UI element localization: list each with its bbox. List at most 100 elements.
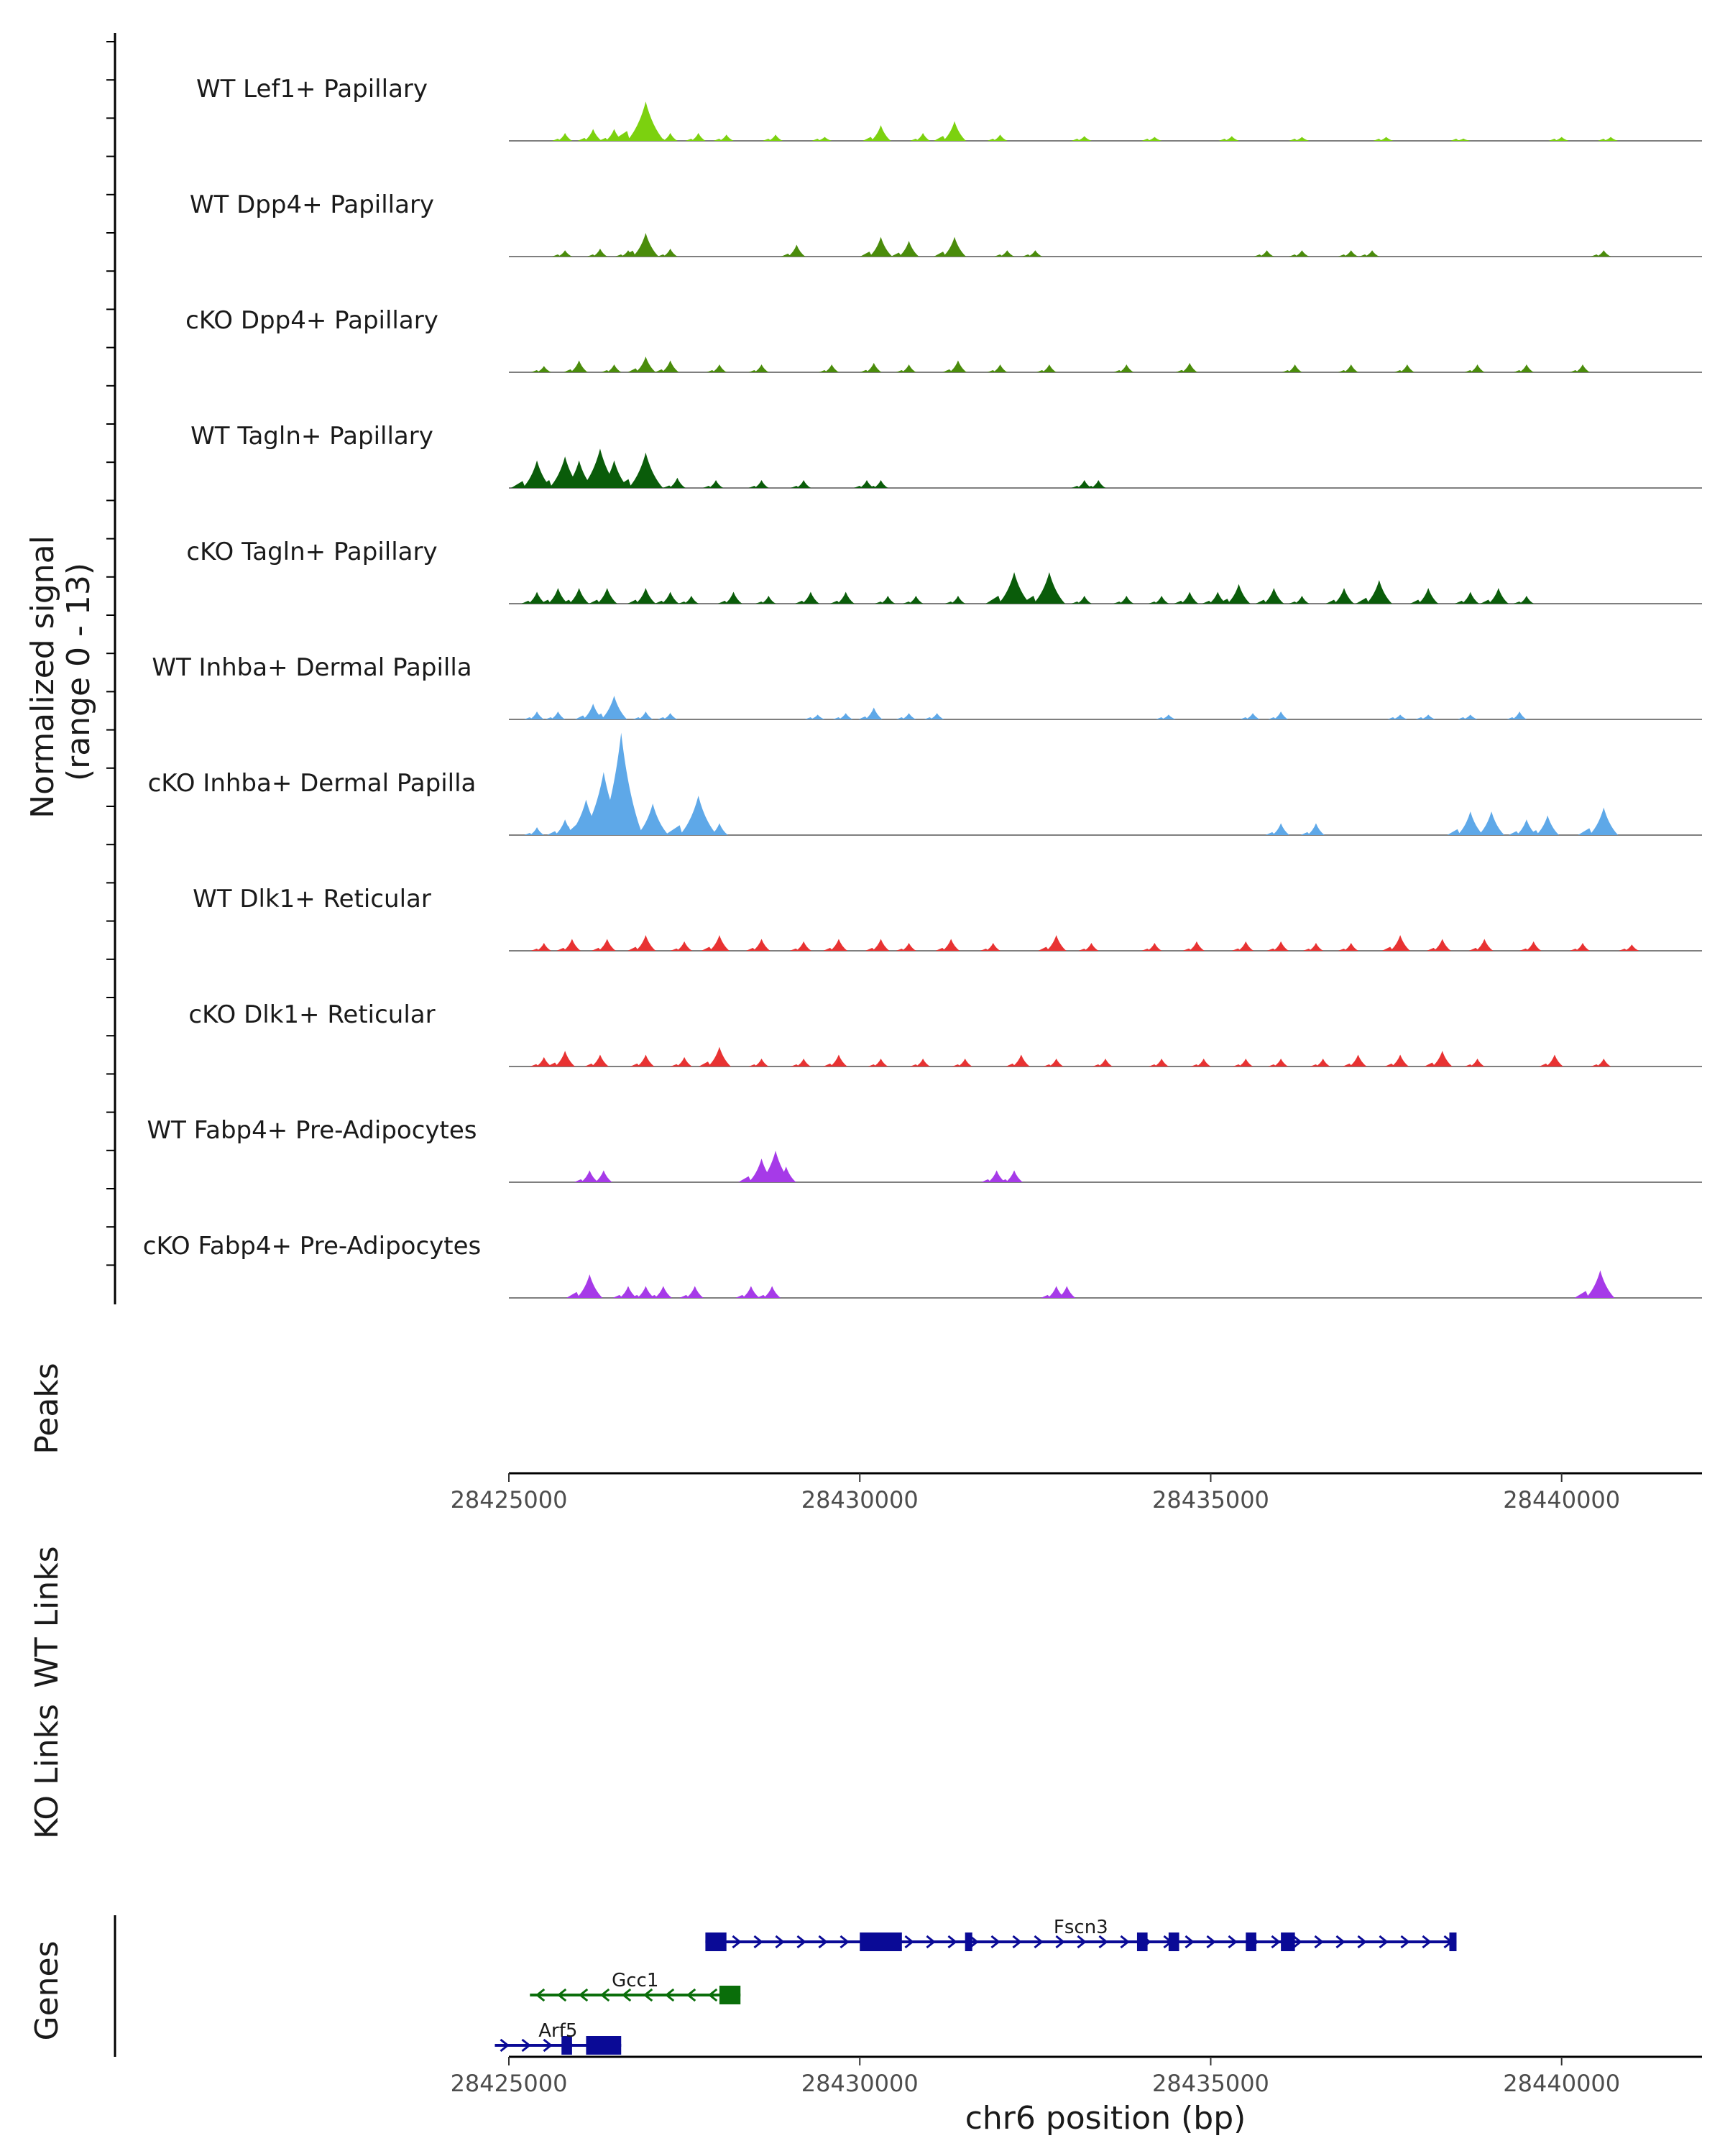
signal-peak (1274, 1059, 1289, 1067)
signal-shoulder (591, 713, 604, 719)
signal-shoulder (868, 1064, 877, 1067)
strand-arrow (753, 1935, 763, 1949)
signal-peak (563, 939, 581, 951)
signal-shoulder (1578, 828, 1593, 835)
signal-peak (1624, 944, 1639, 951)
signal-shoulder (588, 481, 603, 488)
signal-peak (1077, 596, 1092, 604)
signal-peak (635, 935, 656, 951)
signal-shoulder (588, 1179, 598, 1182)
signal-shoulder (832, 717, 842, 719)
signal-shoulder (615, 254, 624, 257)
signal-peak (993, 134, 1008, 141)
signal-peak (1433, 939, 1451, 951)
signal-shoulder (1085, 486, 1095, 488)
strand-arrow (818, 1935, 828, 1949)
signal-peak (686, 1286, 704, 1298)
track-wt-fabp4-pre-adipocytes: WT Fabp4+ Pre-Adipocytes (147, 1116, 1702, 1183)
signal-shoulder (1233, 1064, 1242, 1067)
signal-peak (869, 236, 893, 257)
signal-shoulder (1078, 949, 1087, 951)
signal-peak (1227, 584, 1251, 604)
signal-shoulder (511, 481, 526, 488)
track-cko-inhba-dermal-papilla: cKO Inhba+ Dermal Papilla (148, 732, 1702, 836)
track-cko-dlk1-reticular: cKO Dlk1+ Reticular (188, 1000, 1702, 1067)
signal-peak (1554, 137, 1569, 141)
signal-peak (663, 713, 678, 719)
gene-exon (965, 1932, 972, 1951)
signal-shoulder (1513, 370, 1522, 372)
signal-peak (1119, 596, 1134, 604)
signal-shoulder (1527, 830, 1540, 835)
signal-shoulder (1539, 1063, 1549, 1067)
track-wt-inhba-dermal-papilla: WT Inhba+ Dermal Papilla (152, 653, 1702, 720)
signal-peak (1294, 596, 1310, 604)
signal-peak (817, 137, 832, 141)
signal-peak (1154, 596, 1169, 604)
signal-peak (1161, 714, 1176, 719)
signal-shoulder (998, 1179, 1009, 1182)
strand-arrow (535, 1988, 546, 2002)
signal-shoulder (1480, 599, 1491, 604)
signal-peak (998, 572, 1031, 604)
signal-peak (712, 364, 727, 372)
signal-shoulder (530, 1064, 540, 1067)
signal-shoulder (738, 1176, 752, 1182)
track-label: WT Fabp4+ Pre-Adipocytes (147, 1116, 477, 1145)
signal-peak (1399, 364, 1414, 372)
signal-shoulder (545, 717, 554, 719)
signal-peak (1418, 588, 1439, 604)
signal-peak (880, 596, 896, 604)
ko-links-panel-label: KO Links (29, 1704, 65, 1839)
signal-peak (663, 133, 678, 141)
signal-shoulder (1468, 947, 1479, 951)
signal-peak (1209, 591, 1227, 604)
signal-peak (754, 364, 769, 372)
signal-shoulder (706, 370, 715, 372)
signal-shoulder (624, 827, 640, 835)
signal-shoulder (1289, 139, 1298, 141)
signal-peak (558, 250, 573, 257)
signal-peak (569, 588, 589, 604)
signal-shoulder (924, 717, 933, 719)
gene-exon (1281, 1932, 1295, 1951)
signal-shoulder (1310, 1064, 1319, 1067)
gene-exon (705, 1932, 727, 1951)
signal-shoulder (1513, 602, 1522, 604)
signal-shoulder (755, 602, 765, 604)
signal-peak (1392, 1054, 1409, 1067)
coverage-y-axis (106, 33, 116, 1304)
signal-shoulder (1394, 370, 1403, 372)
signal-peak (1536, 815, 1560, 835)
signal-shoulder (524, 717, 533, 719)
signal-shoulder (627, 599, 639, 604)
signal-peak (654, 1286, 672, 1298)
signal-shoulder (1268, 1064, 1277, 1067)
signal-peak (548, 588, 569, 604)
coverage-y-axis-title: Normalized signal (range 0 - 13) (24, 525, 97, 819)
strand-arrow (947, 1935, 957, 1949)
x-tick-label: 28435000 (1152, 1486, 1269, 1514)
strand-arrow (1098, 1935, 1108, 1949)
strand-arrow (1120, 1935, 1130, 1949)
strand-arrow (643, 1988, 653, 2002)
signal-peak (719, 134, 734, 141)
signal-shoulder (586, 254, 596, 257)
signal-shoulder (763, 139, 772, 141)
signal-shoulder (648, 1294, 658, 1298)
signal-shoulder (1113, 370, 1123, 372)
signal-peak (1238, 1059, 1254, 1067)
signal-peak (598, 939, 616, 951)
signal-peak (761, 596, 776, 604)
signal-shoulder (630, 1294, 640, 1298)
signal-peak (594, 1170, 612, 1182)
signal-peak (865, 362, 882, 372)
signal-peak (1058, 1286, 1076, 1298)
signal-peak (1147, 943, 1162, 951)
signal-peak (1308, 943, 1323, 951)
signal-shoulder (589, 599, 600, 604)
signal-shoulder (1359, 254, 1368, 257)
signal-peak (684, 596, 699, 604)
signal-peak (597, 588, 617, 604)
x-tick-label: 28430000 (801, 2070, 919, 2097)
